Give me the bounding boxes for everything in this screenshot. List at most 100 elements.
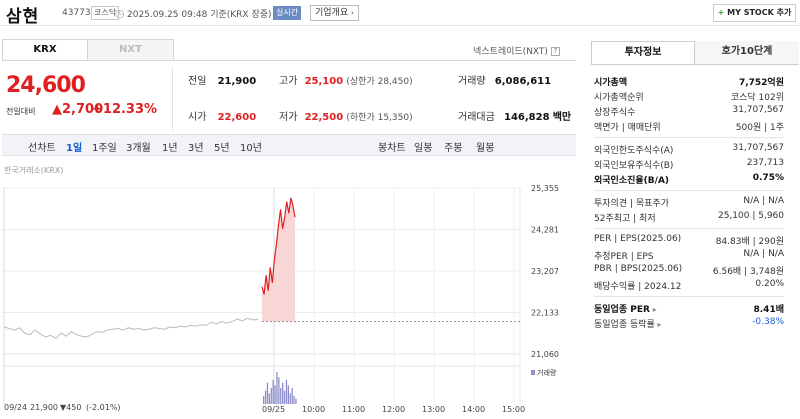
info-row: 동일업종 PER ▸ 8.41배 xyxy=(594,302,784,316)
footer-prev-pct: (-2.01%) xyxy=(86,403,121,412)
add-mystock-button[interactable]: + MY STOCK 추가 xyxy=(713,4,796,22)
info-row: 시가총액 7,752억원 xyxy=(594,75,784,89)
current-price: 24,600 xyxy=(6,73,86,98)
info-label: 외국인보유주식수(B) xyxy=(594,161,674,171)
price-area-fill xyxy=(262,197,295,322)
right-tab-divider xyxy=(591,64,796,65)
volume-bar xyxy=(274,385,276,404)
volume-bar xyxy=(264,390,267,404)
volume-bar xyxy=(291,388,293,404)
period-3m[interactable]: 3개월 xyxy=(126,143,151,154)
chart-period-bar xyxy=(2,134,576,156)
tab-orderbook-10[interactable]: 호가10단계 xyxy=(695,41,799,65)
chart-exchange-label: 한국거래소(KRX) xyxy=(4,166,64,175)
tab-divider xyxy=(174,60,576,61)
y-tick-label: 22,133 xyxy=(531,309,559,318)
info-row: PER | EPS(2025.06) 84.83배 | 290원 xyxy=(594,234,784,248)
info-label: 배당수익률 | 2024.12 xyxy=(594,282,682,292)
volume-bar xyxy=(283,390,286,404)
volume-legend-swatch xyxy=(531,370,535,375)
period-1d[interactable]: 1일 xyxy=(66,143,83,154)
intraday-price-chart[interactable]: 25,355 24,281 23,207 22,133 21,060 09/25 10:0… xyxy=(0,176,576,419)
tab-krx[interactable]: KRX xyxy=(2,39,88,61)
period-daily[interactable]: 일봉 xyxy=(414,143,433,154)
arrow-icon[interactable]: ▸ xyxy=(654,320,662,329)
volume-bar xyxy=(280,388,282,404)
volume-bar xyxy=(270,388,272,404)
quote-datetime: 2025.09.25 09:48 기준(KRX 장중) xyxy=(127,10,272,20)
footer-date: 09/24 xyxy=(4,403,28,412)
stock-code: 437730 xyxy=(62,8,97,18)
info-value: 8.41배 xyxy=(753,305,785,315)
info-label: 외국인소진율(B/A) xyxy=(594,176,670,186)
info-label: 추정PER | EPS xyxy=(594,252,654,262)
nextrade-link[interactable]: 넥스트레이드(NXT) ? xyxy=(473,44,560,57)
volume-bar xyxy=(272,380,274,404)
period-weekly[interactable]: 주봉 xyxy=(444,143,463,154)
volume-bar xyxy=(295,398,297,404)
info-row: 투자의견 | 목표주가 N/A | N/A xyxy=(594,196,784,210)
info-separator xyxy=(594,296,784,297)
volume-bar xyxy=(263,396,265,404)
period-1y[interactable]: 1년 xyxy=(162,143,178,154)
info-label: PBR | BPS(2025.06) xyxy=(594,264,683,274)
volume-bar xyxy=(278,377,280,404)
period-3y[interactable]: 3년 xyxy=(188,143,204,154)
plus-icon: + xyxy=(717,8,725,17)
info-label: PER | EPS(2025.06) xyxy=(594,234,682,244)
change-label: 전일대비 xyxy=(6,107,36,116)
stock-name: 삼현 xyxy=(6,7,40,27)
volume-bar xyxy=(276,372,278,404)
info-value: N/A | N/A xyxy=(743,249,784,259)
info-row: 액면가 | 매매단위 500원 | 1주 xyxy=(594,120,784,134)
company-overview-button[interactable]: 기업개요 › xyxy=(310,5,359,21)
info-label: 투자의견 | 목표주가 xyxy=(594,199,669,209)
y-tick-label: 23,207 xyxy=(531,267,559,276)
period-10y[interactable]: 10년 xyxy=(240,143,262,154)
info-value: 84.83배 | 290원 xyxy=(715,237,784,247)
today-price-line xyxy=(261,197,296,295)
volume-legend-label: 거래량 xyxy=(537,368,557,377)
y-tick-label: 21,060 xyxy=(531,350,559,359)
footer-prev-close: 21,900 xyxy=(30,403,58,412)
tab-investment-info[interactable]: 투자정보 xyxy=(591,41,695,65)
candle-chart-label: 봉차트 xyxy=(378,143,406,154)
info-row: 외국인한도주식수(A) 31,707,567 xyxy=(594,143,784,157)
volume-bar xyxy=(266,382,269,404)
period-monthly[interactable]: 월봉 xyxy=(476,143,495,154)
x-tick-label: 13:00 xyxy=(422,405,445,414)
prev-close: 전일 21,900 xyxy=(188,76,257,87)
info-separator xyxy=(594,228,784,229)
info-label: 동일업종 PER ▸ xyxy=(594,305,657,315)
info-value: 31,707,567 xyxy=(732,105,784,115)
info-value: 31,707,567 xyxy=(732,143,784,153)
day-open: 시가 22,600 xyxy=(188,112,257,123)
info-value: 0.20% xyxy=(755,279,784,289)
period-5y[interactable]: 5년 xyxy=(214,143,230,154)
volume: 거래량 6,086,611 xyxy=(458,76,552,87)
x-tick-label: 14:00 xyxy=(462,405,485,414)
tab-nxt[interactable]: NXT xyxy=(88,39,174,61)
x-tick-label: 15:00 xyxy=(502,405,525,414)
info-separator xyxy=(594,190,784,191)
arrow-icon[interactable]: ▸ xyxy=(649,305,657,314)
day-low: 저가 22,500 (하한가 15,350) xyxy=(279,112,413,123)
period-1w[interactable]: 1주일 xyxy=(92,143,117,154)
info-label: 외국인한도주식수(A) xyxy=(594,146,674,156)
info-value: 7,752억원 xyxy=(738,78,784,88)
info-row: 외국인보유주식수(B) 237,713 xyxy=(594,158,784,172)
volume-bar xyxy=(293,396,295,404)
info-label: 액면가 | 매매단위 xyxy=(594,123,661,133)
info-value: 0.75% xyxy=(752,173,784,183)
volume-bar xyxy=(287,385,289,404)
volume-bar xyxy=(285,380,288,404)
realtime-badge[interactable]: 실시간 xyxy=(273,6,302,20)
x-tick-label: 11:00 xyxy=(342,405,365,414)
info-label: 시가총액 xyxy=(594,78,628,88)
help-icon[interactable]: ? xyxy=(550,47,560,56)
line-chart-label: 선차트 xyxy=(28,143,56,154)
info-value: 6.56배 | 3,748원 xyxy=(712,267,784,277)
y-tick-label: 24,281 xyxy=(531,226,559,235)
info-label: 상장주식수 xyxy=(594,108,636,118)
info-value: -0.38% xyxy=(752,317,784,327)
